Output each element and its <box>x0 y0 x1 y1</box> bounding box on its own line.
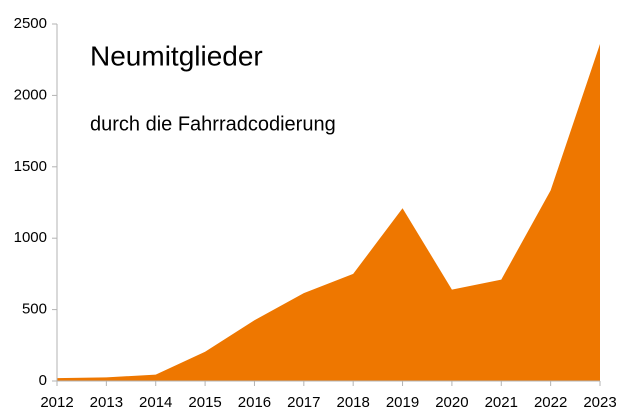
chart-title: Neumitglieder <box>90 40 263 71</box>
chart-subtitle: durch die Fahrradcodierung <box>90 113 336 135</box>
x-tick-label: 2017 <box>287 394 320 411</box>
x-tick-label: 2019 <box>386 394 419 411</box>
x-tick-label: 2023 <box>583 394 616 411</box>
x-tick-label: 2015 <box>188 394 221 411</box>
x-tick-label: 2014 <box>139 394 172 411</box>
x-tick-label: 2012 <box>40 394 73 411</box>
x-tick-label: 2020 <box>435 394 468 411</box>
y-tick-label: 1500 <box>14 158 47 175</box>
x-tick-label: 2018 <box>336 394 369 411</box>
y-tick-label: 2000 <box>14 86 47 103</box>
x-tick-label: 2013 <box>90 394 123 411</box>
y-tick-label: 2500 <box>14 15 47 32</box>
x-tick-label: 2022 <box>534 394 567 411</box>
x-tick-label: 2021 <box>485 394 518 411</box>
y-tick-label: 1000 <box>14 229 47 246</box>
area <box>57 43 600 381</box>
y-tick-label: 0 <box>39 372 47 389</box>
y-tick-label: 500 <box>22 301 47 318</box>
x-tick-label: 2016 <box>238 394 271 411</box>
